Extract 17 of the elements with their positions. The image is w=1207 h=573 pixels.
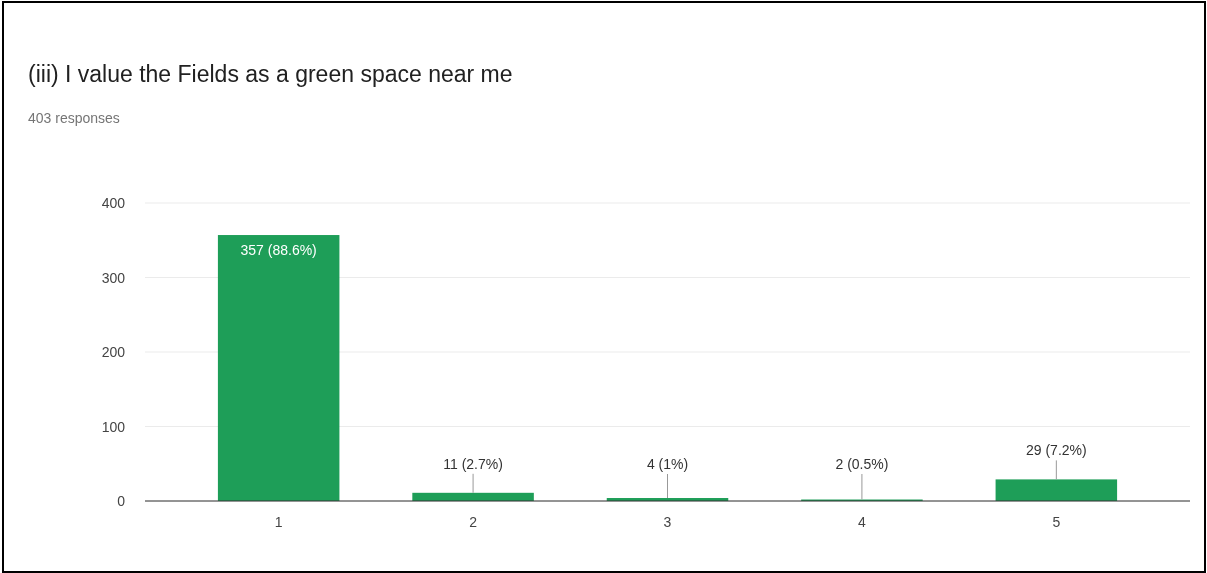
x-tick-label: 1 [274,514,283,530]
x-tick-label: 2 [469,514,478,530]
x-tick-label: 4 [858,514,867,530]
data-label: 2 (0.5%) [835,456,889,472]
data-label: 29 (7.2%) [1025,442,1087,459]
x-tick-label: 3 [663,514,672,530]
y-tick-label: 200 [101,344,126,360]
data-label: 4 (1%) [646,456,689,472]
y-tick-label: 100 [101,418,126,435]
chart-title: (iii) I value the Fields as a green space near me [28,61,513,87]
chart-subtitle: 403 responses [28,110,120,126]
data-label: 357 (88.6%) [240,242,317,259]
y-tick-label: 300 [101,269,126,286]
y-tick-label: 0 [117,493,126,509]
x-tick-label: 5 [1052,514,1061,530]
y-tick-label: 400 [101,195,126,211]
data-label: 11 (2.7%) [443,455,503,472]
